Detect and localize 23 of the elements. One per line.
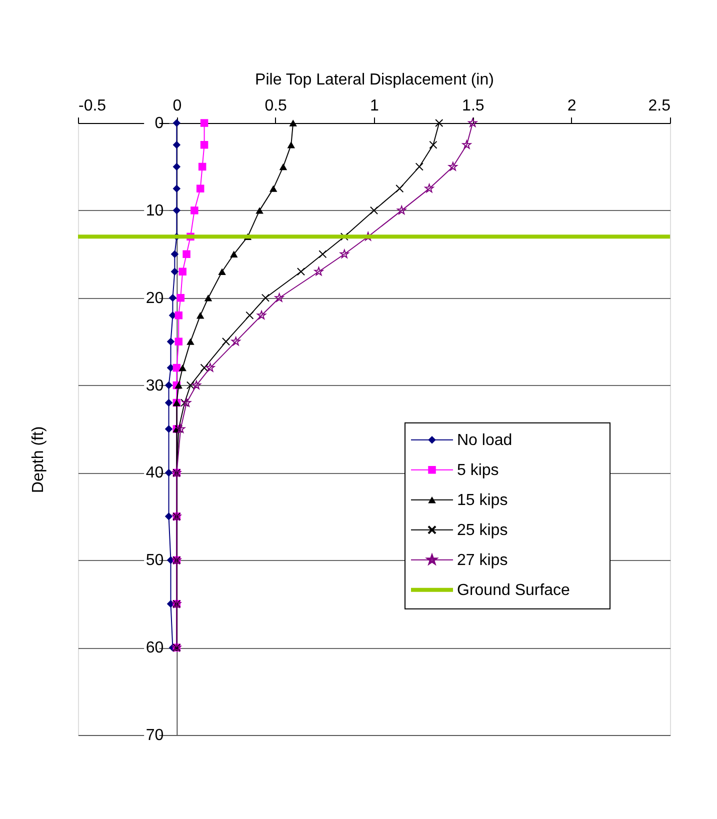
y-tick-label: 70 [146,727,164,744]
legend-label: 25 kips [457,522,508,539]
legend-label: 5 kips [457,462,499,479]
y-tick-label: 60 [146,640,164,657]
x-axis-title: Pile Top Lateral Displacement (in) [255,72,494,88]
x-tick-label: 0.5 [264,98,288,114]
y-tick-label: 30 [146,377,164,394]
x-tick-label: 1 [370,98,380,114]
x-tick-label: 0 [172,98,182,114]
x-tick-label: 2 [567,98,576,114]
x-tick-label: -0.5 [78,98,106,114]
legend-label: No load [457,432,512,449]
y-tick-label: 10 [146,202,164,220]
legend-label: 15 kips [457,492,508,509]
y-tick-label: 20 [146,290,164,307]
y-axis-title: Depth (ft) [30,426,47,493]
legend-label: Ground Surface [457,582,570,599]
legend-label: 27 kips [457,552,508,569]
x-tick-label: 1.5 [462,98,484,114]
y-tick-label: 40 [146,464,164,482]
x-tick-label: 2.5 [648,98,671,114]
y-tick-label: 0 [154,115,164,132]
y-tick-label: 50 [146,552,164,570]
